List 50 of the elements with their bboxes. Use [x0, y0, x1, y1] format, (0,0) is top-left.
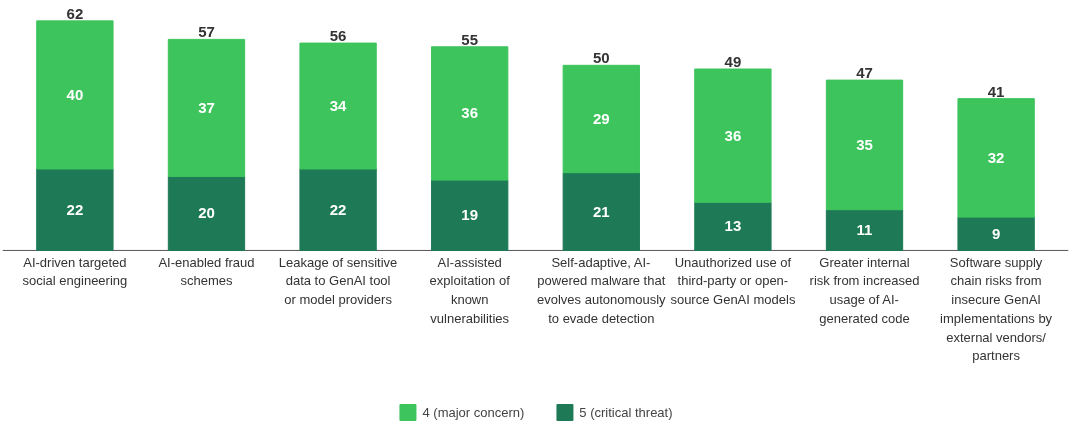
data-label: 13	[724, 217, 742, 235]
data-label: 29	[592, 110, 610, 127]
x-tick-label: Unauthorized use of third-party or open-source GenAI models	[670, 254, 796, 307]
data-label: 37	[198, 98, 215, 116]
total-label: 62	[66, 4, 84, 22]
data-label: 22	[66, 200, 84, 218]
data-label: 34	[329, 97, 348, 115]
bar	[167, 175, 246, 251]
x-tick-label: Self-adaptive, AI-powered malware that evolves autonomously to evade detection	[536, 254, 667, 326]
data-label: 32	[987, 148, 1005, 166]
bar	[694, 201, 772, 251]
x-tick-label: AI-enabled fraud schemes	[158, 254, 255, 289]
bar	[562, 172, 640, 251]
bar	[694, 68, 772, 203]
total-label: 55	[461, 30, 479, 48]
bar	[431, 179, 509, 251]
total-label: 49	[724, 53, 742, 71]
bar	[299, 42, 377, 170]
bar	[957, 98, 1035, 218]
bar	[36, 20, 114, 170]
x-tick-label: Leakage of sensitive data to GenAI tool or model providers	[278, 254, 398, 307]
data-label: 11	[856, 221, 873, 239]
data-label: 40	[66, 85, 84, 103]
data-label: 22	[329, 200, 347, 218]
legend-label: 5 (critical threat)	[579, 404, 673, 420]
data-label: 19	[461, 206, 479, 224]
x-tick-label: Software supply chain risks from insecure GenAI implementations by external vendors/ partners	[940, 254, 1053, 364]
data-label: 21	[592, 202, 610, 220]
legend-label: 4 (major concern)	[422, 404, 525, 420]
bar	[562, 64, 640, 174]
total-label: 50	[592, 49, 610, 67]
bar	[825, 79, 904, 211]
bar	[431, 46, 509, 181]
bar	[167, 38, 246, 177]
total-label: 56	[329, 27, 347, 45]
bar	[957, 216, 1035, 251]
total-label: 57	[198, 23, 215, 41]
data-label: 35	[856, 135, 873, 153]
bar	[825, 209, 904, 251]
data-label: 36	[461, 104, 479, 122]
total-label: 41	[987, 82, 1005, 100]
x-tick-label: Greater internal risk from increased usage of AI-generated code	[809, 254, 920, 326]
x-tick-label: AI-driven targeted social engineering	[22, 254, 128, 289]
data-label: 36	[724, 126, 742, 144]
bar	[299, 168, 377, 251]
bar	[36, 168, 114, 251]
total-label: 47	[856, 64, 873, 82]
data-label: 20	[198, 204, 215, 222]
data-label: 9	[991, 224, 1001, 242]
x-tick-label: AI-assisted exploitation of known vulnerabilities	[429, 254, 511, 326]
